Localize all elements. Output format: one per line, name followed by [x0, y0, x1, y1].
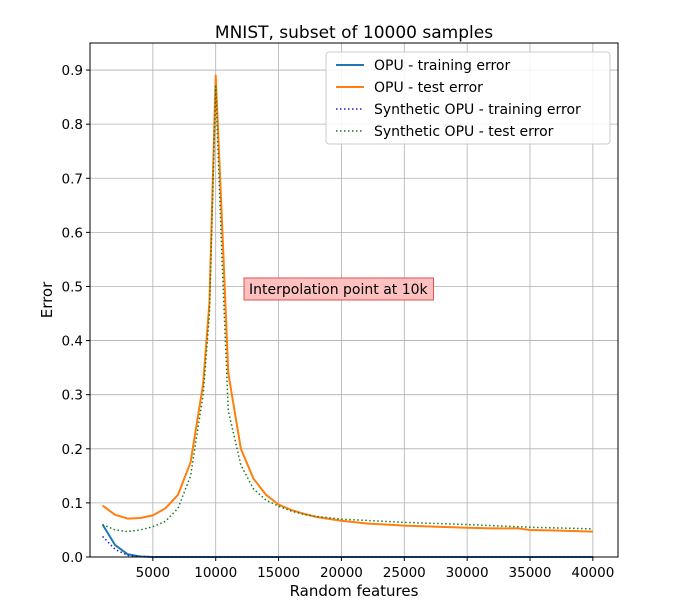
legend-label: Synthetic OPU - test error — [374, 124, 554, 140]
legend: OPU - training error OPU - test error Synt… — [325, 51, 611, 145]
y-tick-label: 0.0 — [62, 550, 83, 566]
y-tick-label: 0.6 — [62, 225, 83, 241]
series-layer — [101, 74, 593, 558]
y-tick-label: 0.4 — [62, 334, 83, 350]
legend-box — [325, 51, 611, 145]
y-tick-label: 0.7 — [62, 171, 83, 187]
legend-label: OPU - training error — [374, 58, 510, 74]
y-axis-label: Error — [38, 281, 56, 318]
x-tick-label: 40000 — [571, 565, 614, 581]
annotation-text: Interpolation point at 10k — [249, 282, 429, 298]
y-tick-label: 0.5 — [62, 279, 83, 295]
y-tick-label: 0.3 — [62, 388, 83, 404]
x-tick-label: 30000 — [446, 565, 489, 581]
x-tick-label: 35000 — [509, 565, 552, 581]
legend-label: OPU - test error — [374, 80, 483, 96]
x-tick-label: 20000 — [320, 565, 363, 581]
ticks: 5000 10000 15000 20000 25000 30000 35000 40000 0… — [62, 63, 615, 581]
x-tick-label: 10000 — [194, 565, 237, 581]
annotation-box — [243, 277, 435, 301]
x-tick-label: 15000 — [257, 565, 300, 581]
chart-title: MNIST, subset of 10000 samples — [215, 23, 493, 43]
series-line-2 — [102, 535, 593, 558]
series-line-3 — [102, 85, 593, 533]
x-tick-label: 25000 — [383, 565, 426, 581]
y-tick-label: 0.9 — [62, 63, 83, 79]
legend-label: Synthetic OPU - training error — [374, 102, 581, 118]
series-line-1 — [101, 74, 593, 533]
y-tick-label: 0.2 — [62, 442, 83, 458]
x-axis-label: Random features — [290, 582, 419, 600]
plot-frame — [89, 42, 619, 558]
interpolation-annotation: Interpolation point at 10k — [243, 277, 435, 301]
x-tick-label: 5000 — [136, 565, 170, 581]
y-tick-label: 0.8 — [62, 117, 83, 133]
y-tick-label: 0.1 — [62, 496, 83, 512]
